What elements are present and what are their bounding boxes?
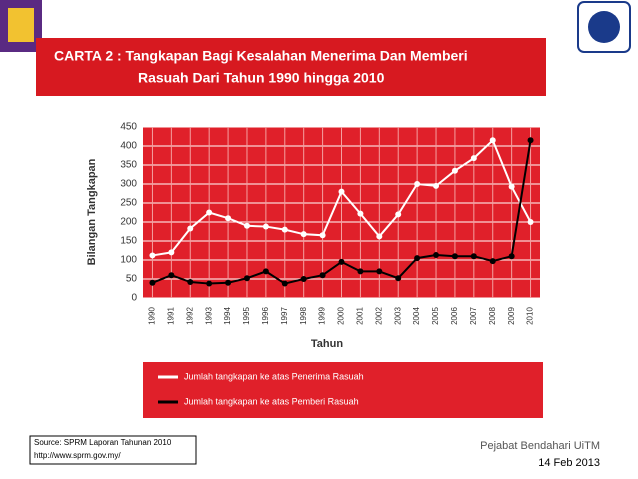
x-tick-label: 2001	[356, 307, 365, 325]
x-tick-label: 2007	[469, 307, 478, 325]
logo-right-mark	[588, 11, 620, 43]
office-text: Pejabat Bendahari UiTM	[480, 440, 600, 452]
point	[357, 210, 364, 217]
x-tick-label: 1991	[166, 307, 175, 325]
point	[338, 188, 345, 195]
point	[300, 276, 307, 282]
point	[149, 279, 156, 286]
x-tick-label: 2004	[412, 307, 421, 325]
y-tick-label: 200	[120, 217, 137, 228]
x-tick-label: 1996	[261, 307, 270, 325]
legend-label: Jumlah tangkapan ke atas Penerima Rasuah	[184, 371, 364, 381]
point	[187, 225, 194, 232]
point	[527, 219, 534, 225]
x-tick-label: 1999	[318, 307, 327, 325]
point	[451, 167, 458, 174]
point	[508, 253, 515, 260]
point	[414, 181, 421, 187]
point	[225, 279, 232, 286]
logo-left-mark	[8, 8, 34, 42]
point	[433, 182, 440, 189]
point	[338, 258, 345, 265]
y-tick-label: 250	[120, 198, 137, 209]
x-tick-label: 1992	[185, 307, 194, 325]
point	[149, 252, 156, 259]
point	[225, 215, 232, 222]
point	[508, 183, 515, 190]
point	[243, 275, 250, 282]
y-tick-label: 450	[120, 122, 137, 133]
point	[262, 223, 269, 230]
title-bar	[36, 38, 546, 96]
source-url: http://www.sprm.gov.my/	[34, 451, 121, 460]
x-tick-label: 1998	[299, 307, 308, 325]
x-tick-label: 2002	[374, 307, 383, 325]
point	[395, 275, 402, 282]
chart-title: Rasuah Dari Tahun 1990 hingga 2010	[138, 70, 385, 86]
x-tick-label: 2003	[393, 307, 402, 325]
x-tick-label: 1997	[280, 307, 289, 325]
point	[206, 209, 213, 216]
x-tick-label: 2006	[450, 307, 459, 325]
y-tick-label: 0	[131, 293, 137, 304]
x-tick-label: 1993	[204, 307, 213, 325]
point	[319, 232, 326, 239]
point	[470, 253, 477, 260]
x-tick-label: 2000	[337, 307, 346, 325]
point	[414, 255, 421, 262]
point	[376, 268, 383, 275]
chart-title: CARTA 2 : Tangkapan Bagi Kesalahan Mener…	[54, 48, 468, 64]
point	[243, 222, 250, 229]
x-tick-label: 2008	[488, 307, 497, 325]
y-tick-label: 100	[120, 255, 137, 266]
y-tick-label: 150	[120, 236, 137, 247]
y-tick-label: 50	[126, 274, 138, 285]
y-tick-label: 400	[120, 141, 137, 152]
point	[281, 280, 288, 287]
point	[262, 268, 269, 275]
legend-label: Jumlah tangkapan ke atas Pemberi Rasuah	[184, 396, 359, 406]
source-box	[29, 435, 197, 465]
point	[470, 155, 477, 162]
x-tick-label: 2009	[507, 307, 516, 325]
date-text: 14 Feb 2013	[538, 457, 600, 469]
point	[376, 233, 383, 240]
point	[433, 252, 440, 259]
x-tick-label: 2005	[431, 307, 440, 325]
x-tick-label: 2010	[526, 307, 535, 325]
point	[281, 226, 288, 233]
y-axis-label: Bilangan Tangkapan	[86, 158, 98, 265]
x-tick-label: 1990	[148, 307, 157, 325]
source-text: Source: SPRM Laporan Tahunan 2010	[34, 438, 172, 447]
x-axis-label: Tahun	[311, 338, 343, 350]
legend-box	[143, 362, 543, 418]
point	[187, 279, 194, 286]
point	[527, 137, 534, 144]
point	[489, 258, 496, 265]
point	[168, 272, 175, 279]
point	[451, 253, 458, 260]
point	[319, 272, 326, 279]
point	[489, 137, 496, 144]
y-tick-label: 300	[120, 179, 137, 190]
x-tick-label: 1995	[242, 307, 251, 325]
x-tick-label: 1994	[223, 307, 232, 325]
point	[168, 249, 175, 256]
point	[206, 280, 213, 287]
y-tick-label: 350	[120, 160, 137, 171]
point	[395, 211, 402, 218]
point	[357, 268, 364, 275]
point	[300, 231, 307, 238]
